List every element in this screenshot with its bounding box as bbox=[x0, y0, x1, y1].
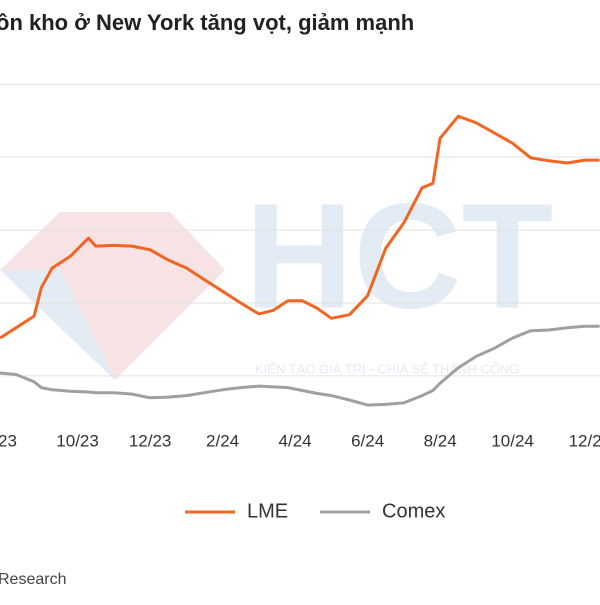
series-line bbox=[0, 324, 600, 407]
x-tick-label: 10/24 bbox=[491, 431, 534, 450]
series-line bbox=[0, 114, 600, 340]
chart-title: ồn kho ở New York tăng vọt, giảm mạnh bbox=[0, 10, 414, 35]
source: Research bbox=[0, 571, 66, 588]
watermark-logo: HCT bbox=[245, 172, 553, 340]
x-tick-label: /23 bbox=[0, 431, 17, 450]
legend-label: Comex bbox=[382, 500, 445, 522]
x-tick-label: 4/24 bbox=[279, 431, 312, 450]
x-tick-label: 10/23 bbox=[56, 431, 99, 450]
x-tick-label: 12/23 bbox=[129, 431, 172, 450]
x-tick-label: 2/24 bbox=[206, 431, 239, 450]
x-tick-label: 12/2 bbox=[569, 431, 600, 450]
legend-label: LME bbox=[247, 500, 288, 522]
watermark: HCT KIẾN TẠO GIÁ TRỊ - CHIA SẺ THÀNH CÔN… bbox=[0, 172, 553, 380]
x-tick-label: 8/24 bbox=[424, 431, 457, 450]
x-tick-label: 6/24 bbox=[351, 431, 384, 450]
watermark-logo-shape bbox=[0, 270, 115, 380]
watermark-logo-shape bbox=[0, 212, 225, 380]
watermark-slogan: KIẾN TẠO GIÁ TRỊ - CHIA SẺ THÀNH CÔNG bbox=[255, 361, 519, 376]
